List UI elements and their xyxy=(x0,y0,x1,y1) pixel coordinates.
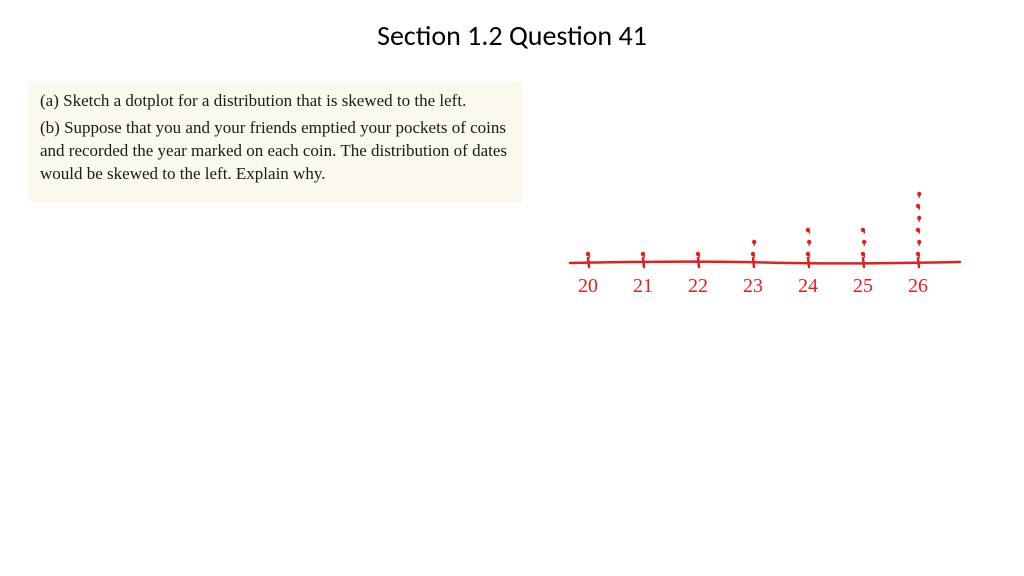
svg-text:21: 21 xyxy=(633,275,653,297)
svg-text:26: 26 xyxy=(908,275,928,297)
question-part-b: (b) Suppose that you and your friends em… xyxy=(40,117,510,186)
svg-text:24: 24 xyxy=(798,275,818,297)
dotplot-svg: 20 21 22 23 24 25 26 xyxy=(540,170,980,330)
svg-text:25: 25 xyxy=(853,275,873,297)
dotplot-sketch: 20 21 22 23 24 25 26 xyxy=(540,170,980,330)
question-part-a: (a) Sketch a dotplot for a distribution … xyxy=(40,90,510,113)
svg-text:23: 23 xyxy=(743,275,763,297)
page-title: Section 1.2 Question 41 xyxy=(0,0,1024,53)
question-box: (a) Sketch a dotplot for a distribution … xyxy=(28,82,522,202)
svg-text:22: 22 xyxy=(688,275,708,297)
svg-text:20: 20 xyxy=(578,275,598,297)
